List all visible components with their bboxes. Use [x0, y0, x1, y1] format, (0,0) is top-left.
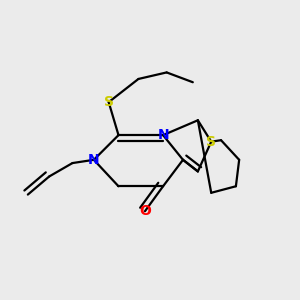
Text: N: N	[157, 128, 169, 142]
Text: S: S	[104, 95, 114, 109]
Text: N: N	[88, 153, 100, 167]
Text: O: O	[139, 204, 151, 218]
Text: S: S	[206, 135, 216, 149]
